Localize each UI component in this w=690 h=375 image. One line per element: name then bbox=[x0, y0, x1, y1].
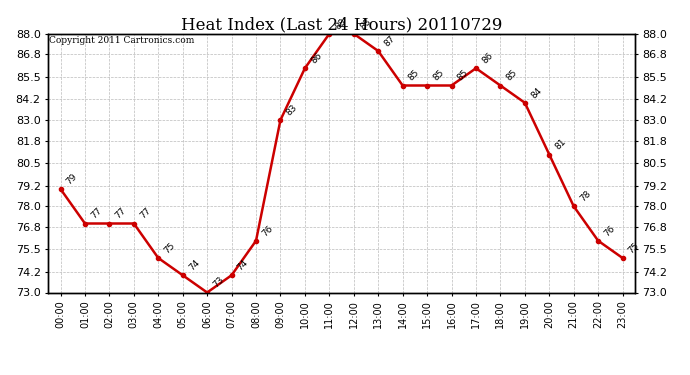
Text: 85: 85 bbox=[504, 68, 519, 83]
Text: 77: 77 bbox=[89, 206, 104, 221]
Text: 74: 74 bbox=[236, 258, 250, 273]
Text: 75: 75 bbox=[627, 241, 641, 255]
Text: 85: 85 bbox=[455, 68, 470, 83]
Text: 77: 77 bbox=[138, 206, 152, 221]
Text: 83: 83 bbox=[284, 103, 299, 117]
Text: 74: 74 bbox=[187, 258, 201, 273]
Text: 88: 88 bbox=[333, 16, 348, 31]
Text: 87: 87 bbox=[382, 34, 397, 48]
Title: Heat Index (Last 24 Hours) 20110729: Heat Index (Last 24 Hours) 20110729 bbox=[181, 16, 502, 34]
Text: 76: 76 bbox=[602, 224, 617, 238]
Text: 77: 77 bbox=[114, 206, 128, 221]
Text: 73: 73 bbox=[211, 275, 226, 290]
Text: 75: 75 bbox=[162, 241, 177, 255]
Text: 84: 84 bbox=[529, 86, 544, 100]
Text: 79: 79 bbox=[65, 172, 79, 186]
Text: 76: 76 bbox=[260, 224, 275, 238]
Text: 81: 81 bbox=[553, 137, 568, 152]
Text: Copyright 2011 Cartronics.com: Copyright 2011 Cartronics.com bbox=[50, 36, 195, 45]
Text: 78: 78 bbox=[578, 189, 593, 204]
Text: 88: 88 bbox=[358, 16, 373, 31]
Text: 86: 86 bbox=[480, 51, 495, 66]
Text: 85: 85 bbox=[431, 68, 446, 83]
Text: 86: 86 bbox=[309, 51, 324, 66]
Text: 85: 85 bbox=[407, 68, 422, 83]
